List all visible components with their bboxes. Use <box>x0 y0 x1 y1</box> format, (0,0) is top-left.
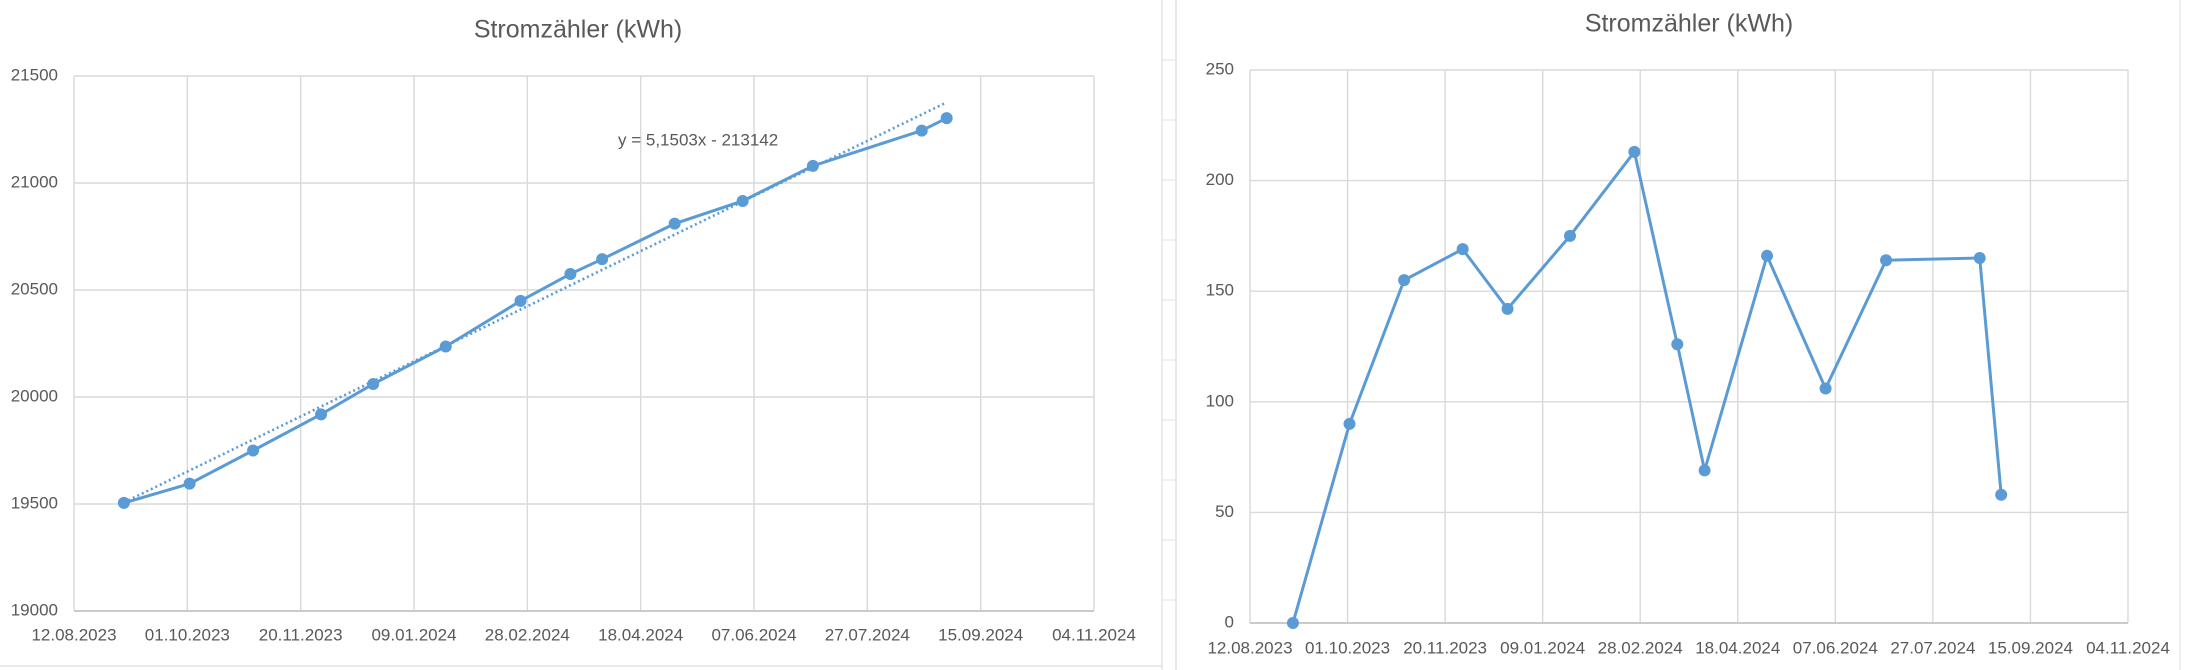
trendline-label: y = 5,1503x - 213142 <box>618 130 778 149</box>
x-tick-label: 07.06.2024 <box>1793 638 1878 657</box>
x-tick-label: 09.01.2024 <box>1500 638 1585 657</box>
chart-title: Stromzähler (kWh) <box>474 16 682 44</box>
data-line <box>1291 148 2003 624</box>
y-tick-label: 21000 <box>11 172 58 191</box>
data-point <box>1671 338 1684 351</box>
x-tick-label: 27.07.2024 <box>1890 638 1975 657</box>
data-point <box>1995 488 2008 501</box>
y-tick-label: 0 <box>1225 612 1234 631</box>
x-tick-label: 18.04.2024 <box>1695 638 1780 657</box>
data-point <box>1628 145 1641 158</box>
y-tick-label: 19500 <box>11 493 58 512</box>
data-point <box>564 267 577 280</box>
x-tick-label: 12.08.2023 <box>1207 638 1292 657</box>
data-line <box>123 116 948 505</box>
data-point <box>1343 417 1356 430</box>
data-point <box>1456 243 1469 256</box>
x-tick-label: 27.07.2024 <box>825 625 910 644</box>
y-tick-label: 100 <box>1206 391 1234 410</box>
data-point <box>183 477 196 490</box>
data-point <box>1501 302 1514 315</box>
data-point <box>736 194 749 207</box>
x-tick-label: 04.11.2024 <box>1052 625 1136 644</box>
data-point <box>1973 252 1986 265</box>
data-point <box>1819 382 1832 395</box>
x-tick-label: 20.11.2023 <box>1403 638 1487 657</box>
data-point <box>367 377 380 390</box>
y-tick-label: 50 <box>1215 502 1234 521</box>
data-point <box>439 340 452 353</box>
x-tick-label: 28.02.2024 <box>1598 638 1683 657</box>
x-tick-label: 09.01.2024 <box>371 625 456 644</box>
y-tick-label: 150 <box>1206 281 1234 300</box>
data-point <box>806 159 819 172</box>
data-point <box>1563 229 1576 242</box>
data-point <box>668 217 681 230</box>
x-tick-label: 04.11.2024 <box>2086 638 2170 657</box>
y-tick-label: 21500 <box>11 65 58 84</box>
x-tick-label: 18.04.2024 <box>598 625 683 644</box>
data-point <box>1761 249 1774 262</box>
data-point <box>940 112 953 125</box>
y-tick-label: 19000 <box>11 600 58 619</box>
data-point <box>315 408 328 421</box>
data-point <box>117 496 130 509</box>
y-tick-label: 20500 <box>11 279 58 298</box>
data-point <box>1698 464 1711 477</box>
x-tick-label: 28.02.2024 <box>485 625 570 644</box>
x-tick-label: 20.11.2023 <box>259 625 343 644</box>
x-tick-label: 07.06.2024 <box>711 625 796 644</box>
y-tick-label: 200 <box>1206 170 1234 189</box>
data-point <box>247 444 260 457</box>
data-point <box>1398 274 1411 287</box>
x-tick-label: 12.08.2023 <box>31 625 116 644</box>
x-tick-label: 15.09.2024 <box>938 625 1023 644</box>
y-tick-label: 250 <box>1206 59 1234 78</box>
data-point <box>915 124 928 137</box>
data-point <box>596 253 609 266</box>
y-tick-label: 20000 <box>11 386 58 405</box>
data-point <box>1880 254 1893 267</box>
x-tick-label: 15.09.2024 <box>1988 638 2073 657</box>
data-point <box>514 294 527 307</box>
x-tick-label: 01.10.2023 <box>1305 638 1390 657</box>
chart-title: Stromzähler (kWh) <box>1585 10 1793 38</box>
data-point <box>1286 617 1299 629</box>
x-tick-label: 01.10.2023 <box>145 625 230 644</box>
